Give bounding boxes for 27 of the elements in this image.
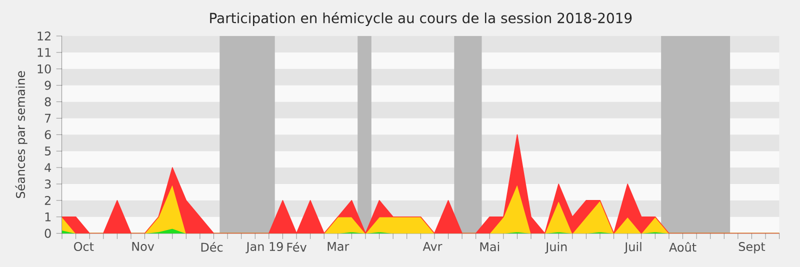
y-tick-label: 8 [44,97,51,106]
y-tick-label: 7 [45,114,51,123]
y-tick-label: 0 [44,228,51,238]
y-tick-label: 6 [44,130,51,140]
x-tick-label: Mar [328,242,350,252]
x-tick-label: Juil [624,242,642,254]
x-tick-label: Oct [74,242,94,252]
x-tick-label: Nov [132,242,154,252]
x-tick-label: Déc [201,242,223,252]
x-tick-label: Mai [480,242,500,252]
y-tick-label: 10 [38,64,51,74]
x-tick-label: Août [669,242,696,252]
x-tick-label: Jan 19 [246,242,283,254]
y-tick-label: 12 [38,32,50,41]
x-tick-label: Avr [422,242,442,251]
y-tick-label: 3 [44,180,51,189]
x-tick-label: Fév [287,242,307,252]
y-tick-label: 1 [45,212,51,222]
y-axis-title: Séances par semaine [15,71,28,198]
y-tick-label: 5 [44,146,51,156]
y-tick-label: 4 [44,163,51,172]
x-tick-label: Juin [545,242,567,254]
y-tick-label: 2 [44,196,50,206]
x-tick-label: Sept [738,242,766,254]
y-tick-label: 9 [44,80,51,90]
y-tick-label: 11 [38,48,51,57]
chart-title: Participation en hémicycle au cours de la session 2018-2019 [210,12,632,26]
